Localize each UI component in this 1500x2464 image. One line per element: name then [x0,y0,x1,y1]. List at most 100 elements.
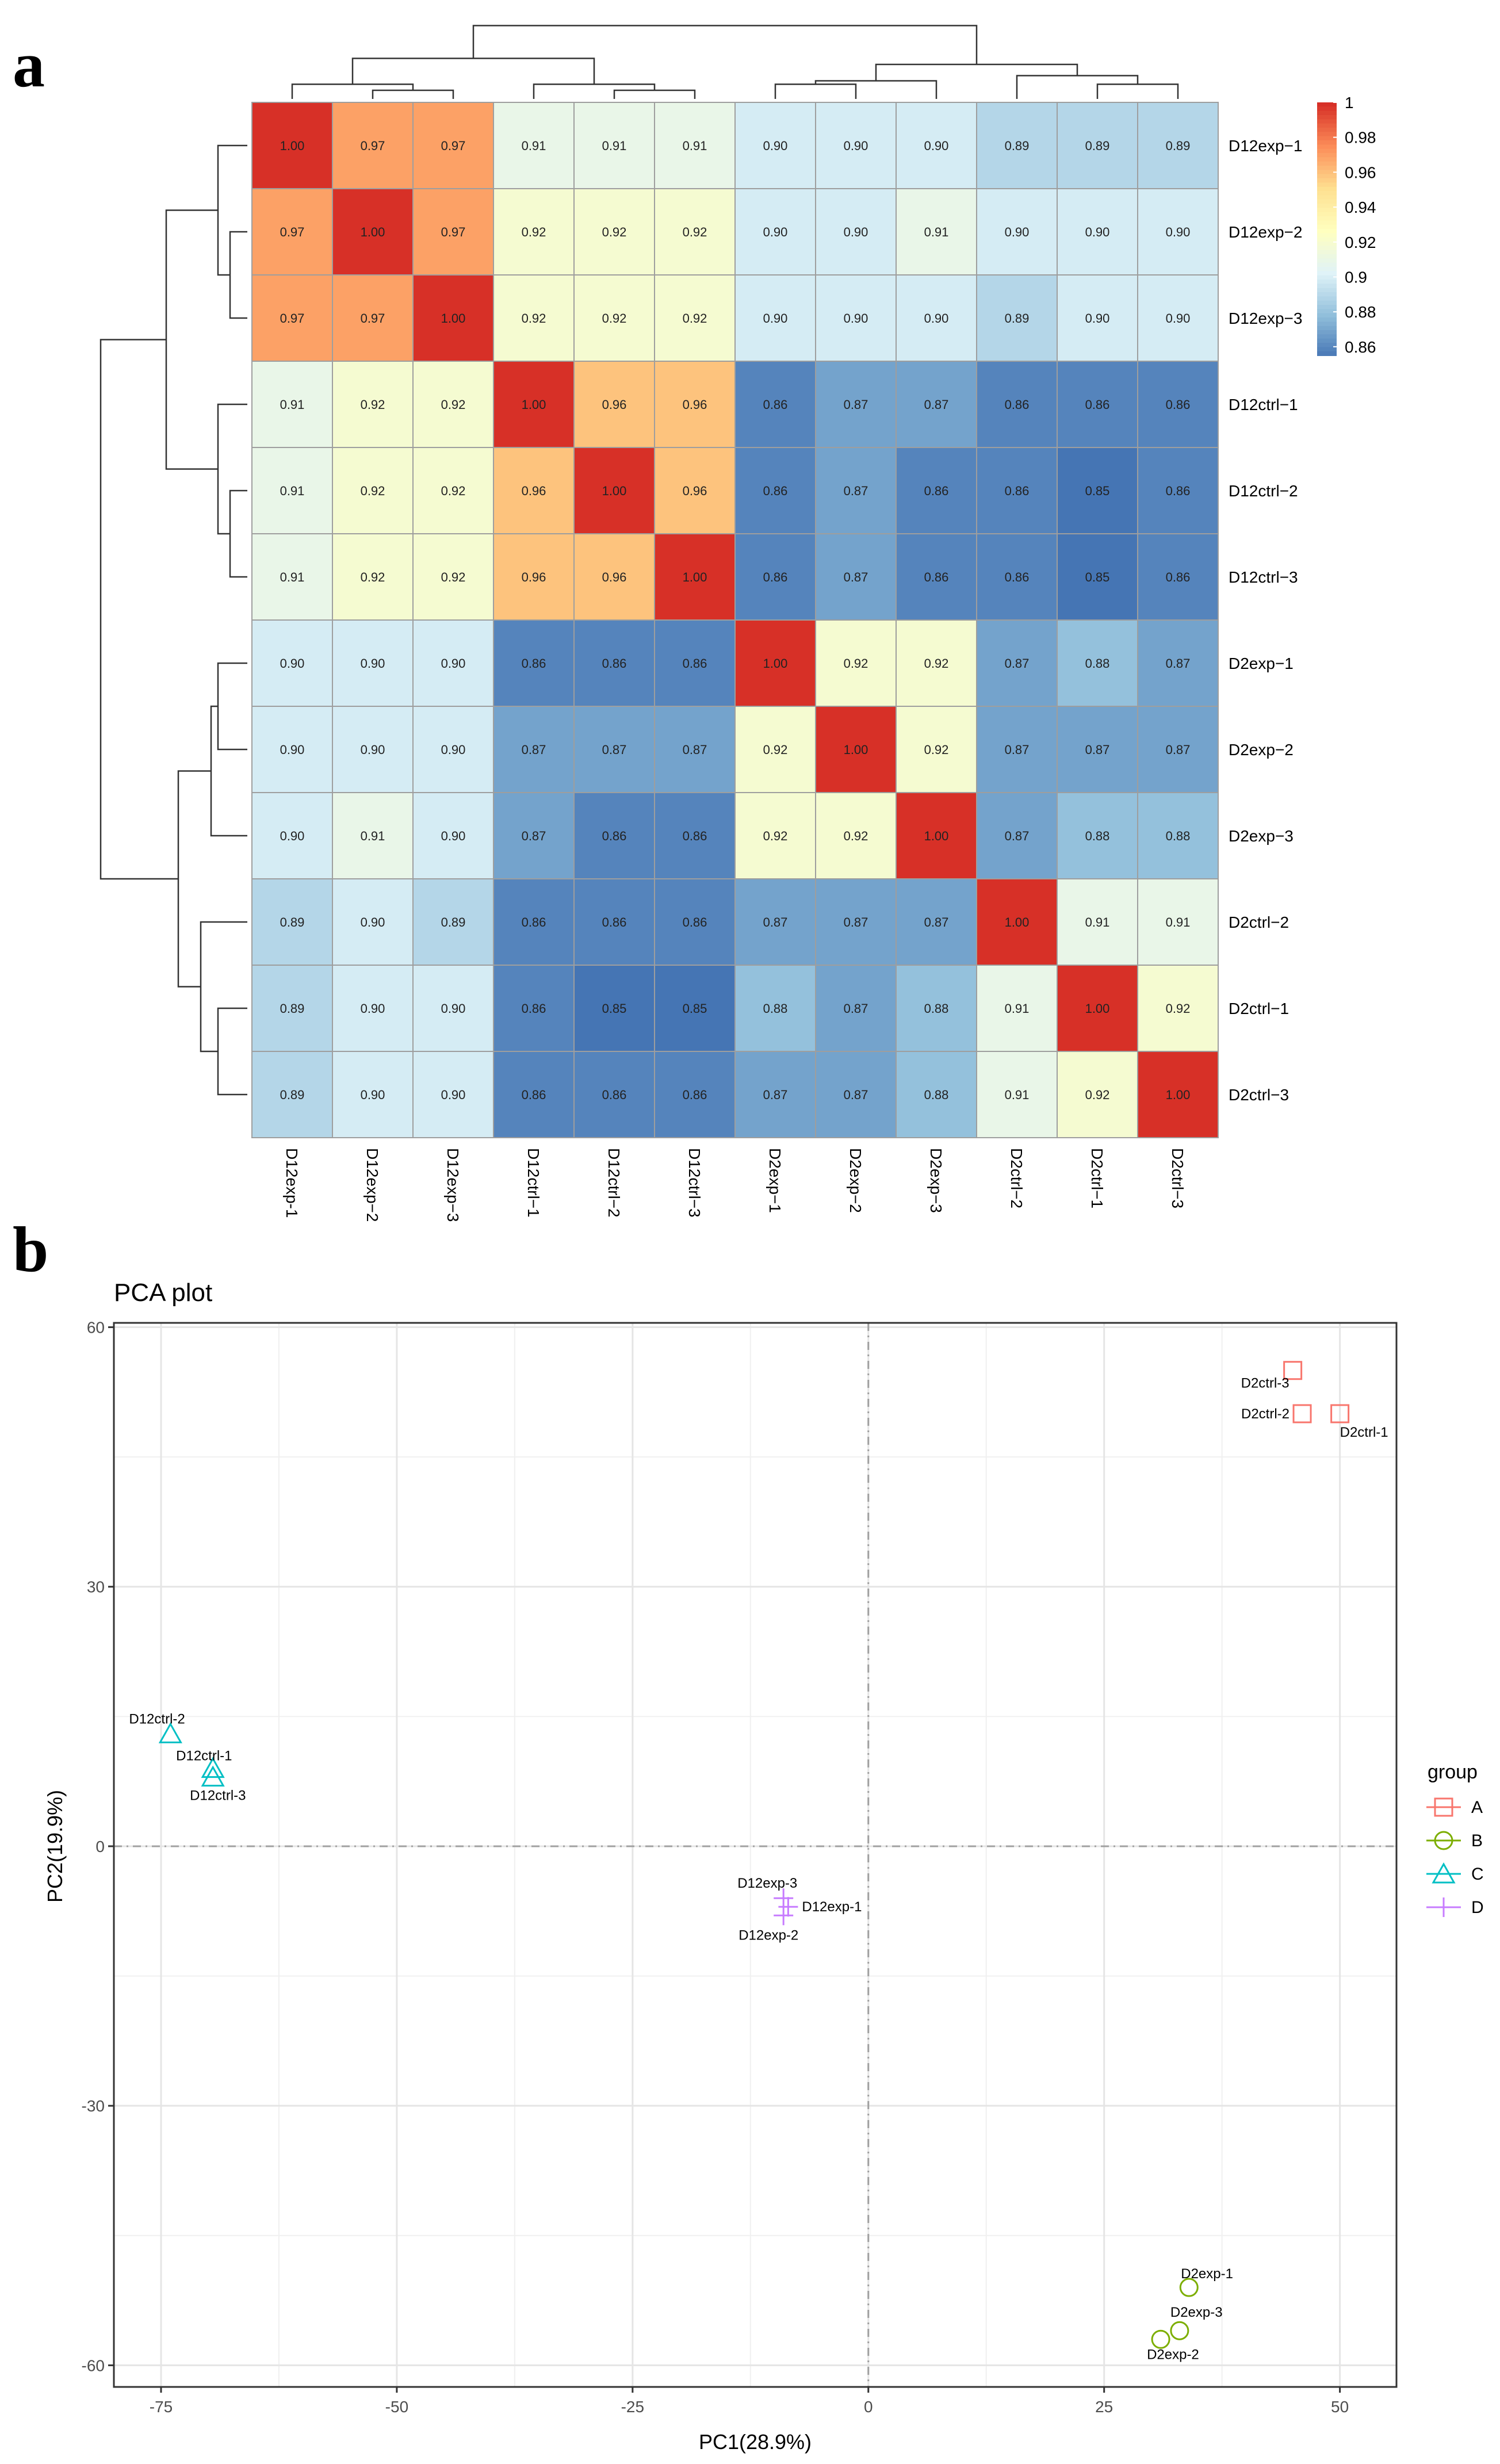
colorbar-tick-label: 0.94 [1345,198,1376,216]
heatmap-cell-value: 0.90 [361,656,385,671]
heatmap-cell [734,965,816,1052]
heatmap-column-labels: D12exp-1 D12exp−2 D12exp−3 D12ctrl−1 D12ctrl… [283,1148,1187,1222]
heatmap-cell-value: 0.92 [361,484,385,498]
heatmap-cell-value: 0.86 [602,1088,627,1102]
heatmap-row-label: D12exp−3 [1229,309,1302,327]
heatmap-cell [573,792,655,879]
heatmap-cell-value: 0.88 [1085,656,1110,671]
dendrogram-branch [217,403,247,535]
pca-point-label: D2exp-3 [1170,2305,1223,2320]
heatmap-cell [734,274,816,362]
heatmap-cell [332,706,414,793]
heatmap-cell [896,447,977,534]
dendrogram-branch [875,63,1078,81]
heatmap-cell-value: 0.92 [683,225,707,239]
heatmap-cell-value: 0.87 [683,743,707,757]
heatmap-cell-value: 0.90 [844,139,868,153]
heatmap-cell-value: 0.87 [844,915,868,929]
heatmap-cell-value: 0.96 [683,397,707,412]
pca-point [1292,1404,1312,1424]
heatmap-cell-value: 0.87 [844,1001,868,1016]
heatmap-cell [896,792,977,879]
heatmap-cell [1057,102,1138,189]
dendrogram-branch [351,58,595,85]
colorbar-segment [1317,288,1337,293]
heatmap-cell-value: 0.97 [361,139,385,153]
pca-point-label: D12exp-1 [802,1899,862,1915]
colorbar-segment [1317,246,1337,251]
heatmap-row-labels: D12exp−1 D12exp−2 D12exp−3 D12ctrl−1 D12ctrl… [1229,137,1302,1104]
heatmap-cell-value: 0.88 [1166,829,1191,843]
colorbar-segment [1317,123,1337,128]
heatmap-cell-value: 0.86 [763,484,788,498]
heatmap-cell-value: 0.92 [924,656,949,671]
colorbar-segment [1317,178,1337,183]
colorbar-segment [1317,153,1337,158]
dendrogram-branch [217,144,247,276]
heatmap-cell-value: 0.91 [280,570,305,584]
heatmap-cell-value: 0.90 [361,743,385,757]
heatmap-column-label: D2exp−1 [766,1148,784,1213]
heatmap-cell [734,792,816,879]
pca-panel-border [113,1322,1398,2388]
dendrogram-branch [217,662,247,751]
colorbar-segment [1317,254,1337,259]
heatmap-cell-value: 0.87 [1005,743,1030,757]
pca-point-label: D12ctrl-1 [176,1748,232,1764]
heatmap-cell-value: 0.85 [1085,484,1110,498]
heatmap-cell [573,1051,655,1138]
colorbar-segment [1317,161,1337,166]
heatmap-cell [896,533,977,621]
colorbar-segment [1317,262,1337,267]
panel-label-a: a [13,29,45,101]
dendrogram-branch [472,25,978,64]
colorbar-segment [1317,208,1337,213]
colorbar-segment [1317,313,1337,318]
colorbar-segment [1317,166,1337,171]
heatmap-cell [815,619,897,707]
pca-point [774,1906,794,1926]
heatmap-row-label: D12ctrl−3 [1229,568,1298,586]
heatmap-cell-value: 0.86 [602,829,627,843]
heatmap-cell [573,447,655,534]
heatmap-cell [896,274,977,362]
colorbar-segment [1317,106,1337,112]
heatmap-cell [493,361,575,448]
heatmap-cell [493,102,575,189]
pca-point-label: D12ctrl-2 [129,1711,185,1727]
heatmap-cell-value: 0.91 [361,829,385,843]
heatmap-cell-value: 1.00 [763,656,788,671]
heatmap-cell-value: 0.97 [280,311,305,326]
heatmap-cell [654,619,736,707]
x-axis-tick-label: 50 [1331,2398,1349,2416]
heatmap-cell-value: 0.87 [602,743,627,757]
colorbar-segment [1317,267,1337,272]
heatmap-cell [1137,102,1219,189]
heatmap-cell-value: 0.90 [280,829,305,843]
colorbar-segment [1317,182,1337,188]
heatmap-cell [815,706,897,793]
heatmap-cell-value: 0.87 [844,1088,868,1102]
colorbar-segment [1317,216,1337,221]
correlation-heatmap: 1.00 0.97 0.97 0.91 0.91 0.91 0.90 0.90 0.90 0.89… [100,25,1376,1222]
dendrogram-branch [200,921,247,1053]
heatmap-cell [1137,1051,1219,1138]
heatmap-cell-value: 0.92 [602,311,627,326]
heatmap-cell-value: 0.90 [441,1001,466,1016]
heatmap-cell-value: 1.00 [602,484,627,498]
heatmap-cell-value: 0.86 [522,656,546,671]
heatmap-cell-value: 1.00 [441,311,466,326]
pca-point-label: D2ctrl-2 [1241,1406,1289,1422]
heatmap-cell [654,102,736,189]
heatmap-cell [1057,706,1138,793]
heatmap-cell-value: 0.85 [683,1001,707,1016]
colorbar-segment [1317,275,1337,280]
heatmap-cell [1137,188,1219,276]
legend-key-label: A [1471,1798,1483,1817]
heatmap-cell-value: 0.88 [924,1001,949,1016]
heatmap-cell-value: 0.86 [1166,570,1191,584]
dendrogram-branch [165,209,218,470]
heatmap-cell-value: 0.91 [1005,1088,1030,1102]
heatmap-cell-value: 0.86 [924,484,949,498]
heatmap-cell-value: 0.91 [683,139,707,153]
